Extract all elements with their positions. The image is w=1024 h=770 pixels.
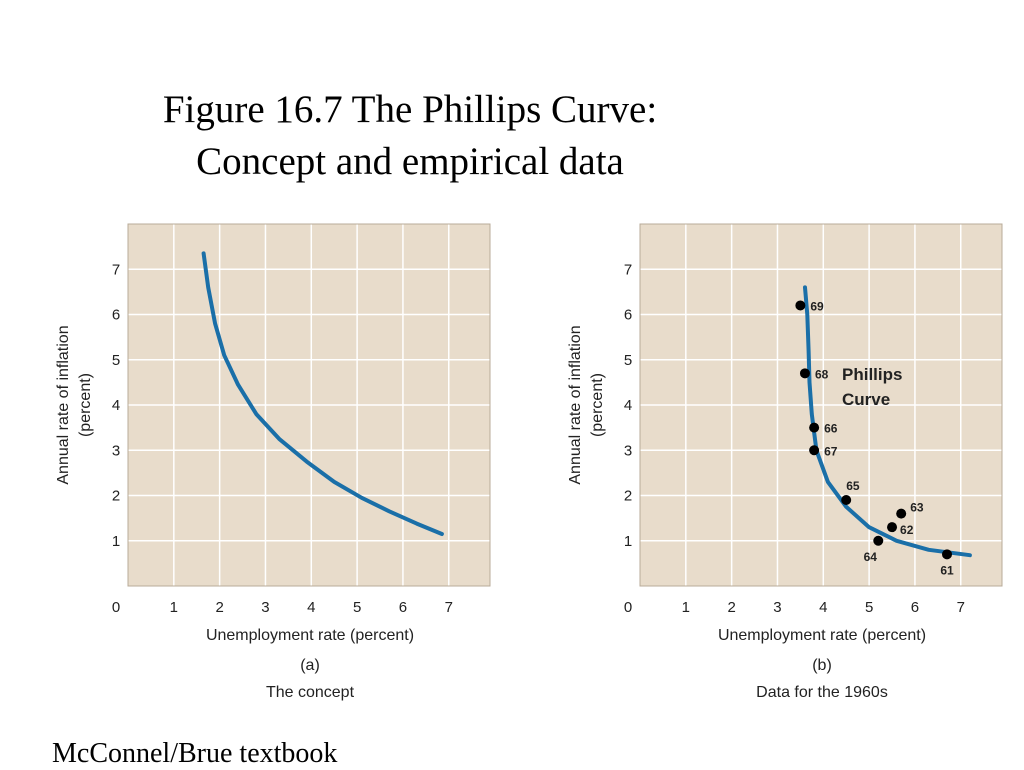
- data-point-61: [942, 549, 953, 560]
- data-point-68: [799, 368, 810, 379]
- x-tick-label: 7: [957, 599, 965, 616]
- data-point-62: [887, 522, 898, 533]
- y-axis-label: Annual rate of inflation (percent): [55, 325, 94, 484]
- data-point-63: [896, 508, 907, 519]
- slide-title-line1: Figure 16.7 The Phillips Curve:: [162, 88, 658, 131]
- x-tick-label: 0: [624, 599, 632, 616]
- data-point-66: [809, 422, 820, 433]
- data-point-label-68: 68: [815, 367, 829, 381]
- phillips-curve-line: [803, 285, 972, 558]
- data-point-label-67: 67: [824, 444, 838, 458]
- y-tick-label: 5: [112, 352, 120, 369]
- x-tick-label: 2: [215, 599, 223, 616]
- source-footer: McConnel/Brue textbook: [52, 738, 338, 769]
- x-tick-label: 4: [307, 599, 315, 616]
- y-tick-label: 2: [624, 488, 632, 505]
- y-tick-label: 3: [624, 442, 632, 459]
- data-point-label-69: 69: [810, 299, 824, 313]
- x-tick-label: 5: [353, 599, 361, 616]
- x-tick-label: 2: [727, 599, 735, 616]
- x-axis-label: Unemployment rate (percent): [206, 627, 414, 644]
- x-tick-label: 3: [773, 599, 781, 616]
- x-tick-label: 7: [445, 599, 453, 616]
- data-point-64: [873, 535, 884, 546]
- y-tick-label: 7: [112, 261, 120, 278]
- data-point-69: [795, 300, 806, 311]
- grid: [640, 224, 1002, 586]
- x-tick-label: 1: [170, 599, 178, 616]
- phillips-curve-line: [201, 251, 444, 536]
- panel-caption: Data for the 1960s: [756, 684, 888, 701]
- phillips-curve-annotation-line1: Phillips: [842, 365, 902, 384]
- y-axis-label-line1: Annual rate of inflation: [567, 325, 584, 484]
- x-tick-label: 0: [112, 599, 120, 616]
- y-axis-label: Annual rate of inflation (percent): [567, 325, 606, 484]
- phillips-curve-annotation-line2: Curve: [842, 390, 890, 409]
- y-axis-label-line2: (percent): [77, 373, 94, 437]
- x-tick-label: 1: [682, 599, 690, 616]
- data-point-label-61: 61: [940, 563, 954, 577]
- y-axis-label-line2: (percent): [589, 373, 606, 437]
- chart-panel-a: 0 1 2 3 4 5 6 7 1 2 3 4 5 6 7 Unemployment rate (percen…: [55, 223, 491, 701]
- y-tick-label: 3: [112, 442, 120, 459]
- x-tick-label: 3: [261, 599, 269, 616]
- slide-title: Figure 16.7 The Phillips Curve: Concept …: [0, 84, 820, 188]
- data-point-65: [841, 495, 852, 506]
- plot-border: [127, 223, 491, 587]
- y-axis-label-line1: Annual rate of inflation: [55, 325, 72, 484]
- y-tick-label: 7: [624, 261, 632, 278]
- y-tick-label: 6: [112, 307, 120, 324]
- data-point-label-63: 63: [910, 501, 924, 515]
- data-point-label-62: 62: [900, 523, 914, 537]
- y-tick-label: 2: [112, 488, 120, 505]
- y-tick-label: 1: [112, 533, 120, 550]
- panel-label: (a): [300, 657, 320, 674]
- y-tick-label: 6: [624, 307, 632, 324]
- data-point-label-65: 65: [846, 479, 860, 493]
- y-tick-label: 4: [624, 397, 632, 414]
- y-tick-label: 5: [624, 352, 632, 369]
- x-tick-label: 4: [819, 599, 827, 616]
- plot-border: [639, 223, 1003, 587]
- x-tick-label: 6: [911, 599, 919, 616]
- data-point-67: [809, 445, 820, 456]
- y-tick-label: 1: [624, 533, 632, 550]
- panel-caption: The concept: [266, 684, 355, 701]
- data-point-label-64: 64: [864, 550, 878, 564]
- y-tick-label: 4: [112, 397, 120, 414]
- x-tick-label: 6: [399, 599, 407, 616]
- slide-title-line2: Concept and empirical data: [196, 140, 624, 183]
- x-tick-label: 5: [865, 599, 873, 616]
- grid: [128, 224, 490, 586]
- x-axis-label: Unemployment rate (percent): [718, 627, 926, 644]
- panel-label: (b): [812, 657, 832, 674]
- data-point-label-66: 66: [824, 422, 838, 436]
